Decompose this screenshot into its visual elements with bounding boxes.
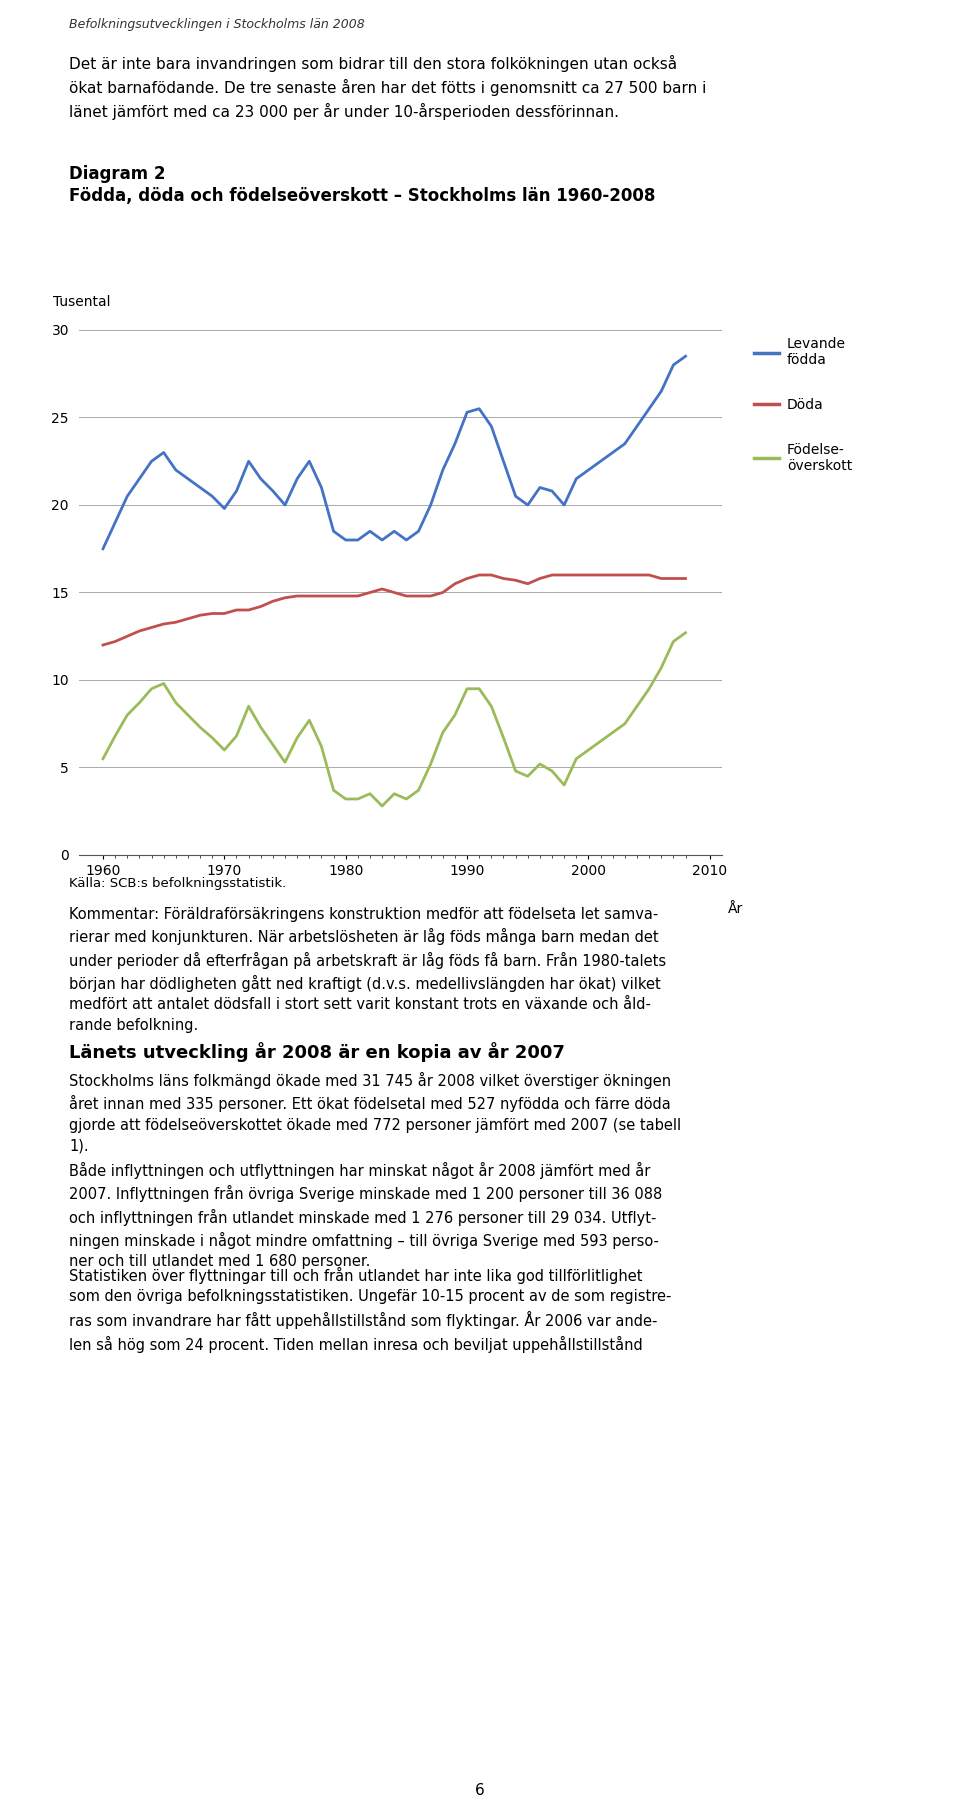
Text: Länets utveckling år 2008 är en kopia av år 2007: Länets utveckling år 2008 är en kopia av…	[69, 1042, 565, 1062]
Text: Stockholms läns folkmängd ökade med 31 745 år 2008 vilket överstiger ökningen
år: Stockholms läns folkmängd ökade med 31 7…	[69, 1071, 682, 1153]
Legend: Levande
födda, Döda, Födelse-
överskott: Levande födda, Döda, Födelse- överskott	[748, 332, 858, 478]
Text: Födda, döda och födelseöverskott – Stockholms län 1960-2008: Födda, döda och födelseöverskott – Stock…	[69, 187, 656, 205]
Text: År: År	[729, 903, 744, 917]
Text: Kommentar: Föräldraförsäkringens konstruktion medför att födelseta let samva-
ri: Kommentar: Föräldraförsäkringens konstru…	[69, 906, 666, 1033]
Text: Diagram 2: Diagram 2	[69, 165, 166, 183]
Text: Det är inte bara invandringen som bidrar till den stora folkökningen utan också
: Det är inte bara invandringen som bidrar…	[69, 54, 707, 120]
Text: Tusental: Tusental	[53, 294, 110, 309]
Text: 6: 6	[475, 1783, 485, 1798]
Text: Statistiken över flyttningar till och från utlandet har inte lika god tillförlit: Statistiken över flyttningar till och fr…	[69, 1268, 671, 1353]
Text: Befolkningsutvecklingen i Stockholms län 2008: Befolkningsutvecklingen i Stockholms län…	[69, 18, 365, 31]
Text: Både inflyttningen och utflyttningen har minskat något år 2008 jämfört med år
20: Både inflyttningen och utflyttningen har…	[69, 1162, 662, 1269]
Text: Källa: SCB:s befolkningsstatistik.: Källa: SCB:s befolkningsstatistik.	[69, 877, 286, 890]
